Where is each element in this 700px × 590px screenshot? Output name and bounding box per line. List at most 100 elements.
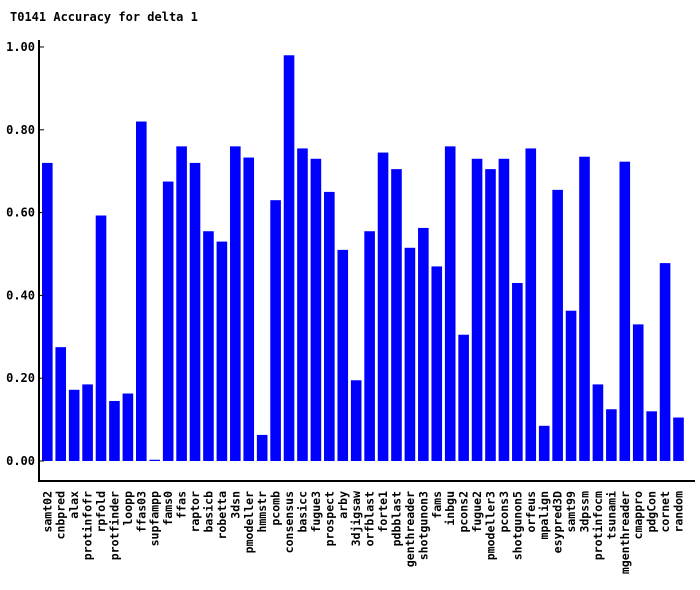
- x-tick-label: cnbpred: [54, 491, 68, 540]
- x-tick-label: basicc: [295, 491, 309, 533]
- bar-robetta: [216, 241, 228, 461]
- x-tick-label: pmodeller3: [483, 491, 497, 560]
- bar-shotgunon5: [512, 282, 523, 461]
- x-tick-label: tsunami: [604, 491, 618, 540]
- x-tick-label: random: [672, 491, 686, 533]
- x-tick-label: prospect: [322, 491, 336, 546]
- bar-orfeus: [525, 148, 537, 461]
- x-tick-label: protinfofr: [81, 491, 95, 560]
- bar-fugue2: [471, 158, 483, 461]
- y-tick-label: 0.60: [6, 206, 35, 220]
- x-tick-label: alax: [67, 491, 81, 519]
- bar-orfblast: [364, 231, 375, 461]
- x-tick-label: forte1: [376, 491, 390, 533]
- bar-cnbpred: [55, 347, 67, 461]
- x-tick-label: esypred3D: [551, 491, 565, 553]
- x-tick-label: pdbblast: [389, 491, 403, 546]
- bar-pcomb: [270, 200, 281, 461]
- x-tick-label: samt99: [564, 491, 578, 533]
- bar-pcons3: [498, 158, 510, 461]
- bar-hmmstr: [256, 434, 268, 461]
- bar-3dpssm: [579, 156, 590, 461]
- y-tick-label: 0.80: [6, 123, 35, 137]
- y-tick-label: 0.00: [6, 454, 35, 468]
- x-tick-label: arby: [336, 491, 350, 519]
- bar-3dsn: [230, 146, 241, 462]
- x-tick-label: shotgunon3: [416, 491, 430, 560]
- x-tick-label: samt02: [40, 491, 54, 533]
- x-tick-label: ffas: [175, 491, 189, 519]
- bar-fams: [431, 266, 443, 461]
- bar-genthreader: [404, 247, 416, 461]
- x-tick-label: supfampp: [148, 491, 162, 546]
- x-tick-label: inbgu: [443, 491, 457, 526]
- bar-3djigsaw: [350, 380, 362, 461]
- x-tick-label: loopp: [121, 491, 135, 526]
- x-tick-label: 3dsn: [228, 491, 242, 519]
- y-tick-label: 0.20: [6, 371, 35, 385]
- x-tick-label: orfeus: [524, 491, 538, 533]
- bar-basicc: [297, 148, 308, 461]
- x-tick-label: raptor: [188, 491, 202, 533]
- bar-fams0: [162, 181, 174, 462]
- bar-supfampp: [149, 459, 161, 461]
- bar-forte1: [377, 152, 389, 461]
- x-tick-label: pcons3: [497, 491, 511, 533]
- bar-pdgCon: [646, 411, 657, 461]
- axes-group: [38, 40, 695, 482]
- x-tick-label: protfinder: [107, 491, 121, 560]
- x-tick-label: cornet: [658, 491, 672, 533]
- x-tick-label: ffas03: [134, 491, 148, 533]
- bar-samt02: [42, 162, 53, 462]
- bars-group: [42, 55, 684, 462]
- x-tick-label: pcomb: [269, 491, 283, 526]
- x-tick-label: fugue2: [470, 491, 484, 533]
- bar-mpalign: [538, 425, 550, 461]
- x-labels-group: samt02 cnbpred alax protinfofr rpfold protfin…: [40, 491, 685, 574]
- y-ticks-group: 0.00 0.20 0.40 0.60 0.80 1.00: [6, 40, 44, 468]
- x-tick-label: pmodeller: [242, 491, 256, 553]
- bar-esypred3D: [552, 189, 563, 461]
- bar-shotgunon3: [418, 227, 429, 461]
- bar-ffas03: [136, 121, 147, 462]
- bar-protinfocm: [592, 384, 604, 461]
- x-tick-label: 3djigsaw: [349, 491, 363, 546]
- x-tick-label: robetta: [215, 491, 229, 540]
- bar-protfinder: [109, 400, 120, 461]
- bar-loopp: [122, 393, 134, 461]
- x-tick-label: orfblast: [363, 491, 377, 546]
- x-tick-label: pdgCon: [645, 491, 659, 533]
- bar-raptor: [189, 162, 201, 462]
- x-tick-label: mgenthreader: [618, 491, 632, 574]
- x-tick-label: basicb: [201, 491, 215, 533]
- bar-protinfofr: [82, 384, 93, 461]
- bar-ffas: [176, 146, 187, 462]
- bar-cmappro: [632, 324, 644, 461]
- bar-tsunami: [606, 409, 617, 461]
- x-tick-label: fams: [430, 491, 444, 519]
- x-tick-label: genthreader: [403, 491, 417, 567]
- x-tick-label: consensus: [282, 491, 296, 553]
- bar-prospect: [324, 191, 335, 461]
- y-tick-label: 0.40: [6, 288, 35, 302]
- x-tick-label: fams0: [161, 491, 175, 526]
- x-tick-label: shotgunon5: [510, 491, 524, 560]
- x-tick-label: mpalign: [537, 491, 551, 540]
- x-tick-label: fugue3: [309, 491, 323, 533]
- x-tick-label: rpfold: [94, 491, 108, 533]
- bar-pdbblast: [391, 169, 402, 461]
- bar-cornet: [659, 263, 671, 461]
- bar-alax: [68, 389, 80, 461]
- chart-title: T0141 Accuracy for delta 1: [10, 10, 198, 24]
- bar-pmodeller: [243, 157, 255, 462]
- x-tick-label: hmmstr: [255, 491, 269, 533]
- x-tick-label: pcons2: [457, 491, 471, 533]
- bar-rpfold: [95, 215, 107, 461]
- bar-random: [673, 417, 684, 461]
- y-tick-label: 1.00: [6, 40, 35, 54]
- bar-consensus: [283, 55, 295, 461]
- bar-fugue3: [310, 158, 322, 461]
- bar-mgenthreader: [619, 161, 631, 461]
